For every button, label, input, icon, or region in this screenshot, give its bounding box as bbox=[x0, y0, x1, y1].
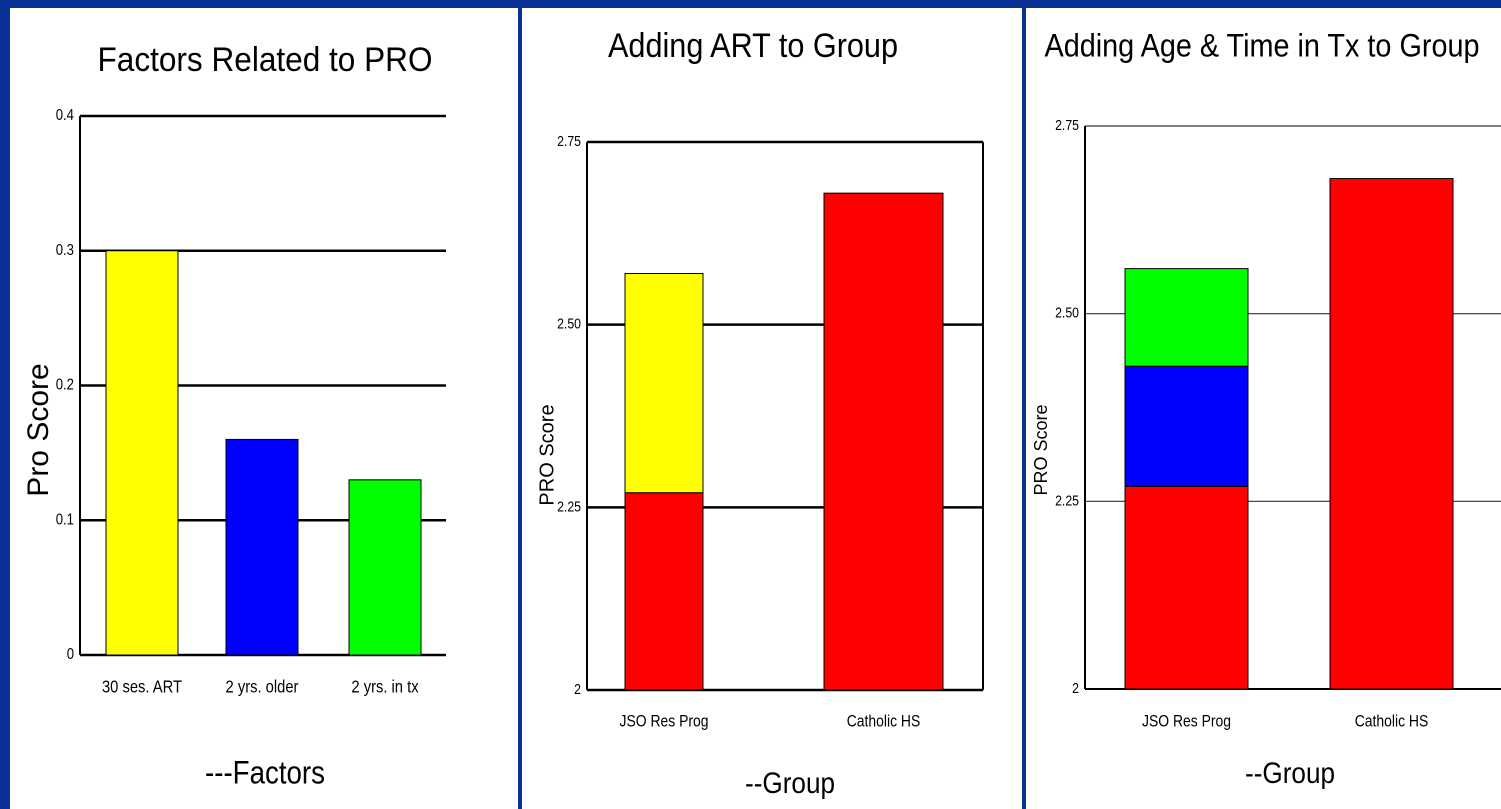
y-tick-label: 2.75 bbox=[557, 133, 581, 149]
x-tick-label: 2 yrs. older bbox=[226, 677, 299, 697]
y-tick-label: 0 bbox=[67, 646, 74, 663]
y-tick-label: 0.1 bbox=[56, 511, 74, 528]
x-tick-label: JSO Res Prog bbox=[1142, 712, 1231, 731]
bar-segment bbox=[1329, 178, 1454, 690]
y-tick-label: 2.50 bbox=[1055, 305, 1079, 321]
chart-title: Adding Age & Time in Tx to Group bbox=[1045, 27, 1480, 63]
y-tick-label: 0.2 bbox=[56, 377, 74, 394]
y-axis-label: PRO Score bbox=[536, 404, 558, 505]
x-axis-label: ---Factors bbox=[205, 754, 325, 790]
bar bbox=[225, 438, 299, 656]
y-axis-label: Pro Score bbox=[22, 363, 55, 496]
bar bbox=[348, 479, 422, 656]
bar-segment bbox=[823, 192, 944, 691]
x-axis-label: --Group bbox=[1245, 757, 1335, 790]
bar-segment bbox=[1124, 365, 1249, 487]
y-axis-label: PRO Score bbox=[1031, 404, 1051, 495]
bar-segment bbox=[1124, 268, 1249, 367]
chart-title: Adding ART to Group bbox=[608, 27, 898, 65]
bar-segment bbox=[1124, 485, 1249, 690]
bar bbox=[105, 250, 179, 656]
y-tick-label: 2 bbox=[574, 681, 581, 697]
y-tick-label: 2.25 bbox=[557, 498, 581, 514]
y-tick-label: 2 bbox=[1072, 680, 1079, 696]
x-tick-label: Catholic HS bbox=[847, 712, 921, 731]
y-tick-label: 2.75 bbox=[1055, 117, 1079, 133]
x-tick-label: Catholic HS bbox=[1355, 712, 1429, 731]
x-tick-label: 30 ses. ART bbox=[102, 677, 182, 697]
y-tick-label: 2.50 bbox=[557, 316, 581, 332]
chart-title: Factors Related to PRO bbox=[98, 41, 433, 79]
y-tick-label: 2.25 bbox=[1055, 492, 1079, 508]
x-tick-label: JSO Res Prog bbox=[619, 712, 708, 731]
x-axis-label: --Group bbox=[745, 767, 835, 800]
panel bbox=[10, 8, 518, 809]
x-tick-label: 2 yrs. in tx bbox=[351, 677, 419, 697]
bar-segment bbox=[624, 273, 704, 494]
y-tick-label: 0.3 bbox=[56, 242, 74, 259]
y-tick-label: 0.4 bbox=[56, 107, 74, 124]
bar-segment bbox=[624, 492, 704, 691]
